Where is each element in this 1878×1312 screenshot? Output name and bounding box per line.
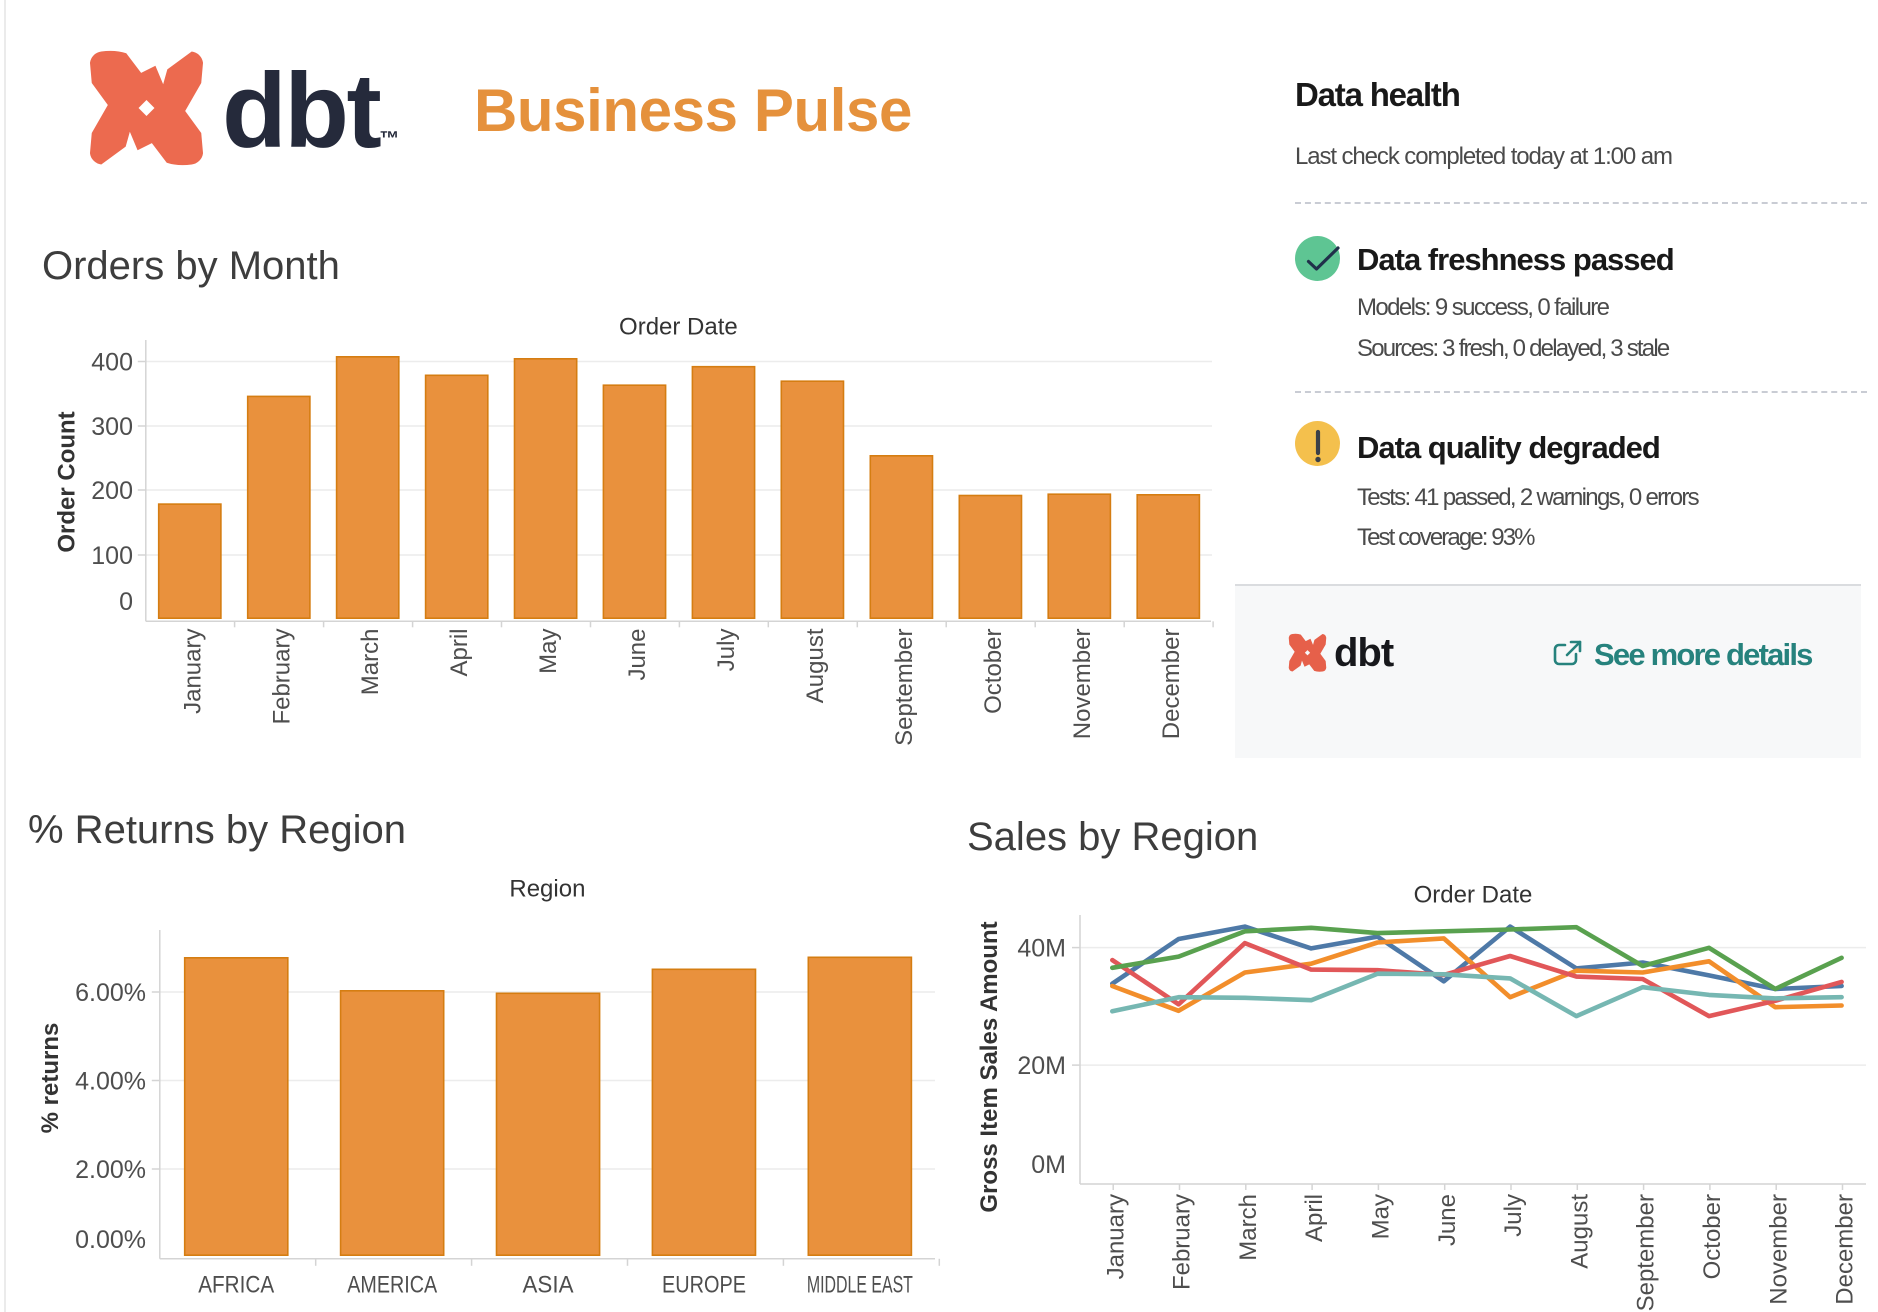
svg-text:Order Count: Order Count — [54, 411, 81, 552]
svg-text:300: 300 — [91, 413, 133, 441]
svg-text:AFRICA: AFRICA — [198, 1271, 274, 1298]
svg-text:November: November — [1765, 1194, 1792, 1305]
svg-text:200: 200 — [91, 477, 133, 505]
svg-text:December: December — [1832, 1194, 1859, 1305]
svg-text:December: December — [1158, 629, 1185, 740]
svg-text:Region: Region — [509, 875, 585, 902]
svg-text:0M: 0M — [1031, 1151, 1066, 1179]
svg-text:Order Date: Order Date — [1414, 881, 1533, 908]
svg-text:June: June — [624, 629, 651, 681]
svg-text:May: May — [1368, 1194, 1395, 1239]
svg-text:0.00%: 0.00% — [75, 1226, 146, 1254]
svg-text:400: 400 — [91, 348, 133, 376]
svg-text:September: September — [891, 629, 918, 746]
svg-text:ASIA: ASIA — [523, 1271, 574, 1298]
svg-text:February: February — [268, 629, 295, 725]
svg-text:March: March — [1235, 1194, 1262, 1261]
svg-text:July: July — [1500, 1194, 1527, 1237]
svg-text:July: July — [713, 629, 740, 672]
svg-text:October: October — [980, 628, 1007, 713]
svg-text:0: 0 — [119, 588, 133, 616]
svg-text:6.00%: 6.00% — [75, 979, 146, 1007]
svg-text:100: 100 — [91, 542, 133, 570]
svg-text:June: June — [1434, 1194, 1461, 1246]
svg-text:October: October — [1699, 1194, 1726, 1279]
svg-text:November: November — [1069, 629, 1096, 740]
svg-text:20M: 20M — [1017, 1052, 1066, 1080]
svg-text:January: January — [179, 629, 206, 714]
svg-text:April: April — [1301, 1194, 1328, 1242]
svg-text:Gross Item Sales Amount: Gross Item Sales Amount — [976, 921, 1003, 1212]
svg-text:EUROPE: EUROPE — [662, 1271, 746, 1298]
svg-text:% returns: % returns — [37, 1023, 64, 1134]
svg-text:May: May — [535, 629, 562, 674]
svg-text:40M: 40M — [1017, 934, 1066, 962]
svg-text:AMERICA: AMERICA — [347, 1271, 437, 1298]
svg-text:August: August — [1566, 1194, 1593, 1269]
svg-text:September: September — [1633, 1194, 1660, 1311]
svg-text:2.00%: 2.00% — [75, 1156, 146, 1184]
svg-text:April: April — [446, 629, 473, 677]
svg-text:4.00%: 4.00% — [75, 1067, 146, 1095]
svg-text:August: August — [802, 628, 829, 703]
svg-text:February: February — [1169, 1194, 1196, 1290]
svg-text:March: March — [357, 629, 384, 696]
svg-text:Order Date: Order Date — [619, 313, 738, 340]
svg-text:MIDDLE EAST: MIDDLE EAST — [807, 1271, 913, 1298]
svg-text:January: January — [1102, 1194, 1129, 1279]
